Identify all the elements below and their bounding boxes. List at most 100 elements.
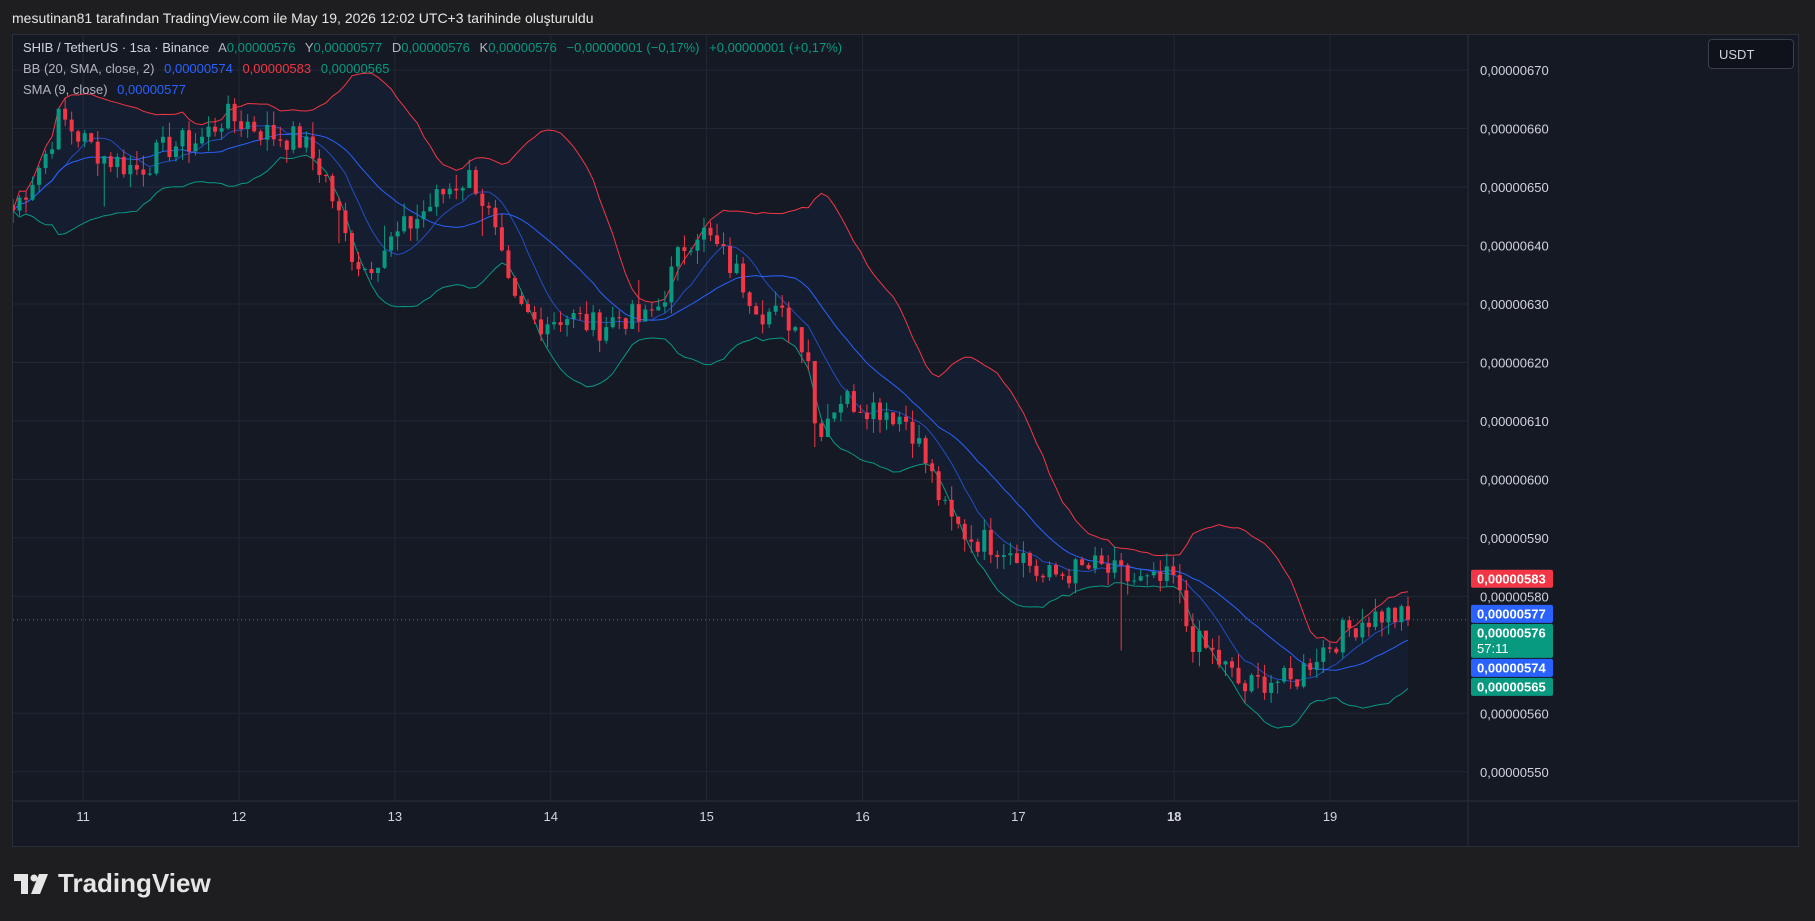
- candle-body: [252, 121, 257, 132]
- candle: [1360, 608, 1365, 643]
- candle-body: [1151, 571, 1156, 576]
- candle-body: [512, 277, 517, 296]
- candle-body: [617, 317, 622, 319]
- grid: [13, 35, 1798, 846]
- candle-body: [1203, 630, 1208, 648]
- candle: [1034, 559, 1039, 582]
- candle-body: [982, 529, 987, 552]
- candle: [43, 150, 48, 174]
- candle: [180, 127, 185, 160]
- candle-body: [1340, 620, 1345, 653]
- candle: [421, 200, 426, 228]
- price-chart[interactable]: 0,00000670 0,00000660 0,00000650 0,00000640…: [13, 35, 1798, 846]
- candle: [499, 213, 504, 252]
- candle-body: [910, 421, 915, 444]
- candle: [1027, 551, 1032, 573]
- candle-body: [13, 204, 16, 211]
- chart-panel[interactable]: 0,00000670 0,00000660 0,00000650 0,00000640…: [12, 34, 1799, 847]
- candle-body: [343, 210, 348, 234]
- candle-body: [265, 124, 270, 140]
- candle: [1269, 675, 1274, 703]
- candle: [1190, 613, 1195, 663]
- candle: [454, 174, 459, 200]
- symbol-label[interactable]: SHIB / TetherUS · 1sa · Binance: [23, 40, 210, 55]
- candle: [923, 435, 928, 474]
- candle: [493, 199, 498, 236]
- candle: [636, 280, 641, 333]
- candle: [95, 131, 100, 177]
- tradingview-logo[interactable]: TradingView: [14, 868, 211, 899]
- candle-body: [323, 175, 328, 177]
- candle-body: [408, 216, 413, 229]
- candle-body: [1145, 575, 1150, 577]
- candle-body: [356, 261, 361, 270]
- candle-body: [747, 292, 752, 307]
- legend-symbol-row: SHIB / TetherUS · 1sa · Binance A0,00000…: [23, 40, 848, 55]
- price-badge-bg: [1471, 623, 1553, 658]
- candle-body: [180, 130, 185, 147]
- candle-body: [793, 327, 798, 331]
- candle: [1040, 573, 1045, 583]
- candle: [415, 204, 420, 241]
- price-tick-label: 0,00000610: [1480, 414, 1549, 429]
- currency-button[interactable]: USDT: [1708, 39, 1794, 69]
- candle-body: [1269, 682, 1274, 693]
- ohlc-change-alt: +0,00000001 (+0,17%): [709, 40, 843, 55]
- sma-value: 0,00000577: [117, 82, 186, 97]
- legend-sma-row[interactable]: SMA (9, close) 0,00000577: [23, 82, 192, 97]
- candle: [395, 221, 400, 251]
- candle-body: [891, 412, 896, 425]
- candle: [1060, 571, 1065, 580]
- candle-body: [428, 206, 433, 212]
- candle-body: [186, 130, 192, 152]
- candle-body: [956, 516, 961, 524]
- candle: [1145, 573, 1150, 586]
- candle-body: [1164, 566, 1169, 581]
- price-tick-label: 0,00000580: [1480, 589, 1549, 604]
- candle: [910, 410, 915, 458]
- candle-body: [297, 126, 302, 148]
- bb-fill: [13, 73, 1408, 729]
- candle-body: [486, 205, 491, 208]
- candle: [936, 466, 941, 506]
- candle-body: [871, 402, 876, 420]
- candles: [13, 95, 1411, 703]
- candle: [193, 133, 198, 156]
- candle: [1138, 569, 1143, 582]
- tradingview-logo-icon: [14, 873, 48, 894]
- candle-body: [682, 247, 687, 252]
- candle-body: [1190, 626, 1195, 653]
- candle: [578, 306, 583, 321]
- candle-body: [1067, 575, 1072, 584]
- candle-body: [715, 235, 720, 245]
- candle-body: [688, 250, 693, 252]
- price-tick-label: 0,00000660: [1480, 122, 1549, 137]
- candle: [291, 121, 296, 154]
- price-tick-label: 0,00000560: [1480, 706, 1549, 721]
- candle: [897, 411, 902, 432]
- candle: [1086, 562, 1091, 570]
- candle-body: [1256, 675, 1261, 677]
- legend-bb-row[interactable]: BB (20, SMA, close, 2) 0,00000574 0,0000…: [23, 61, 395, 76]
- price-badge-text: 0,00000577: [1477, 606, 1546, 621]
- candle: [82, 129, 87, 148]
- candle-body: [1014, 553, 1019, 563]
- price-tick-label: 0,00000550: [1480, 765, 1549, 780]
- candle-body: [278, 139, 283, 141]
- candle-body: [349, 233, 354, 262]
- candle: [1132, 572, 1137, 585]
- candle: [1125, 563, 1130, 595]
- candle-body: [102, 156, 107, 164]
- time-tick-label: 14: [544, 809, 558, 824]
- candle: [89, 132, 94, 144]
- candle: [604, 316, 609, 344]
- candle-body: [317, 158, 322, 176]
- chart-attribution: mesutinan81 tarafından TradingView.com i…: [12, 10, 594, 26]
- candle-body: [708, 227, 713, 236]
- price-axis: 0,00000670 0,00000660 0,00000650 0,00000640…: [1480, 63, 1549, 780]
- candle-body: [82, 133, 87, 142]
- time-tick-label: 15: [699, 809, 713, 824]
- candle: [441, 188, 446, 204]
- candle-body: [258, 131, 263, 140]
